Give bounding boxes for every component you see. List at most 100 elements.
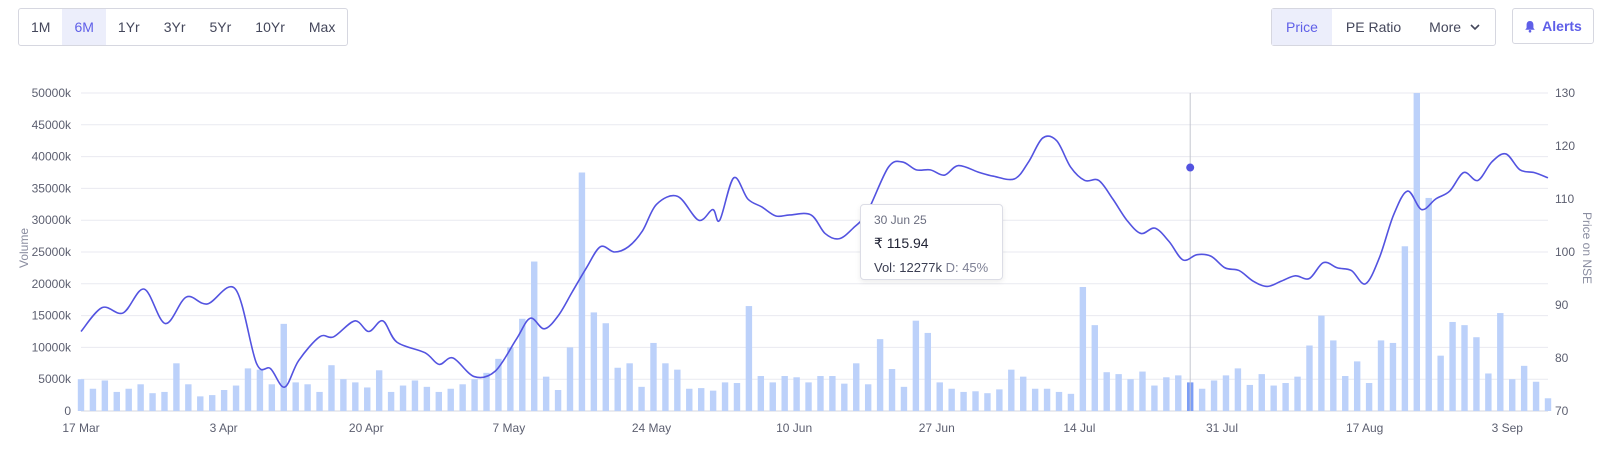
volume-bar xyxy=(1473,337,1480,411)
volume-bar xyxy=(1353,361,1361,411)
volume-bar xyxy=(614,367,621,411)
volume-bar xyxy=(1210,380,1218,411)
volume-bar xyxy=(686,388,693,411)
date-tick-label: 3 Apr xyxy=(210,421,238,435)
date-tick-label: 3 Sep xyxy=(1492,421,1524,435)
volume-tick-label: 0 xyxy=(64,404,71,418)
volume-bar xyxy=(912,320,920,411)
volume-bars xyxy=(77,93,1552,411)
volume-bar xyxy=(1127,379,1134,411)
volume-bar xyxy=(638,386,645,411)
volume-bar xyxy=(1067,393,1075,411)
volume-tick-label: 35000k xyxy=(32,181,72,195)
range-1yr-button[interactable]: 1Yr xyxy=(117,19,140,35)
volume-bar xyxy=(602,323,609,411)
volume-bar xyxy=(149,393,156,411)
volume-bar xyxy=(888,369,896,411)
price-tick-label: 130 xyxy=(1555,86,1575,100)
volume-bar xyxy=(709,390,717,411)
volume-bar xyxy=(1270,385,1277,411)
volume-bar xyxy=(578,172,586,411)
volume-bar xyxy=(590,312,598,411)
price-tab[interactable]: Price xyxy=(1272,9,1332,45)
volume-bar xyxy=(1115,374,1122,411)
volume-bar xyxy=(662,363,669,411)
volume-bar xyxy=(495,358,502,411)
tooltip-volume-value: Vol: 12277k xyxy=(874,260,942,275)
more-label: More xyxy=(1429,19,1462,35)
pe-ratio-tab[interactable]: PE Ratio xyxy=(1345,19,1402,35)
volume-bar xyxy=(721,382,729,411)
volume-bar xyxy=(960,391,967,411)
volume-bar xyxy=(161,391,168,411)
volume-bar xyxy=(1043,388,1051,411)
volume-bar xyxy=(268,384,276,411)
volume-bar xyxy=(1413,93,1421,411)
volume-bar xyxy=(817,376,824,411)
volume-bar xyxy=(542,376,550,411)
volume-bar xyxy=(220,390,228,411)
volume-bar xyxy=(1544,398,1552,411)
volume-bar xyxy=(1520,365,1528,411)
volume-bar xyxy=(996,389,1003,411)
volume-bar xyxy=(1509,379,1516,411)
volume-bar xyxy=(1401,246,1409,411)
volume-bar xyxy=(1246,384,1254,411)
volume-bar xyxy=(1425,197,1432,411)
volume-bar xyxy=(197,396,204,411)
volume-bar xyxy=(304,384,311,411)
more-dropdown[interactable]: More xyxy=(1415,9,1495,45)
volume-bar xyxy=(972,391,979,411)
grid-lines xyxy=(81,92,1548,412)
volume-bar xyxy=(1389,342,1397,411)
volume-bar xyxy=(936,382,943,411)
volume-bar xyxy=(1091,325,1098,411)
volume-bar xyxy=(471,379,478,411)
volume-axis: 0 5000k 10000k 15000k 20000k 25000k 30000k 3500… xyxy=(32,86,72,418)
tooltip-date: 30 Jun 25 xyxy=(874,213,927,227)
volume-bar xyxy=(1437,355,1444,411)
volume-bar xyxy=(1282,383,1289,411)
date-tick-label: 7 May xyxy=(493,421,526,435)
alerts-button[interactable]: Alerts xyxy=(1512,8,1594,44)
date-tick-label: 27 Jun xyxy=(919,421,955,435)
metric-selector: Price PE Ratio More xyxy=(1271,8,1497,46)
volume-bar xyxy=(1485,373,1492,411)
volume-bar xyxy=(1365,383,1373,411)
volume-bar xyxy=(77,379,85,411)
volume-bar xyxy=(1258,374,1265,411)
hover-point xyxy=(1186,163,1195,172)
range-10yr-button[interactable]: 10Yr xyxy=(255,19,285,35)
volume-bar xyxy=(244,368,252,411)
volume-tick-label: 40000k xyxy=(32,150,72,164)
range-3yr-button[interactable]: 3Yr xyxy=(163,19,186,35)
bell-icon xyxy=(1525,20,1535,32)
volume-bar xyxy=(566,347,574,411)
range-1m-button[interactable]: 1M xyxy=(31,19,51,35)
volume-bar xyxy=(948,388,955,411)
volume-bar xyxy=(1031,388,1039,411)
range-5yr-button[interactable]: 5Yr xyxy=(209,19,232,35)
volume-bar xyxy=(1020,376,1027,411)
volume-bar xyxy=(364,387,371,411)
volume-bar xyxy=(650,342,657,411)
range-6m-button[interactable]: 6M xyxy=(62,9,106,45)
volume-bar xyxy=(423,386,431,411)
range-max-button[interactable]: Max xyxy=(308,19,336,35)
volume-bar xyxy=(411,380,419,411)
volume-bar xyxy=(924,332,932,411)
volume-bar xyxy=(113,391,120,411)
date-axis: 17 Mar 3 Apr 20 Apr 7 May 24 May 10 Jun 27 Jun… xyxy=(62,421,1523,435)
volume-bar xyxy=(447,388,454,411)
date-tick-label: 17 Mar xyxy=(62,421,99,435)
chevron-down-icon xyxy=(1470,24,1480,31)
volume-bar xyxy=(101,380,109,411)
price-line xyxy=(80,135,1549,388)
volume-bar xyxy=(1306,345,1313,411)
volume-bar xyxy=(900,386,908,411)
price-tick-label: 70 xyxy=(1555,404,1569,418)
volume-bar xyxy=(1532,381,1540,411)
volume-bar xyxy=(375,370,383,411)
volume-bar xyxy=(626,363,633,411)
volume-bar xyxy=(1449,321,1456,411)
